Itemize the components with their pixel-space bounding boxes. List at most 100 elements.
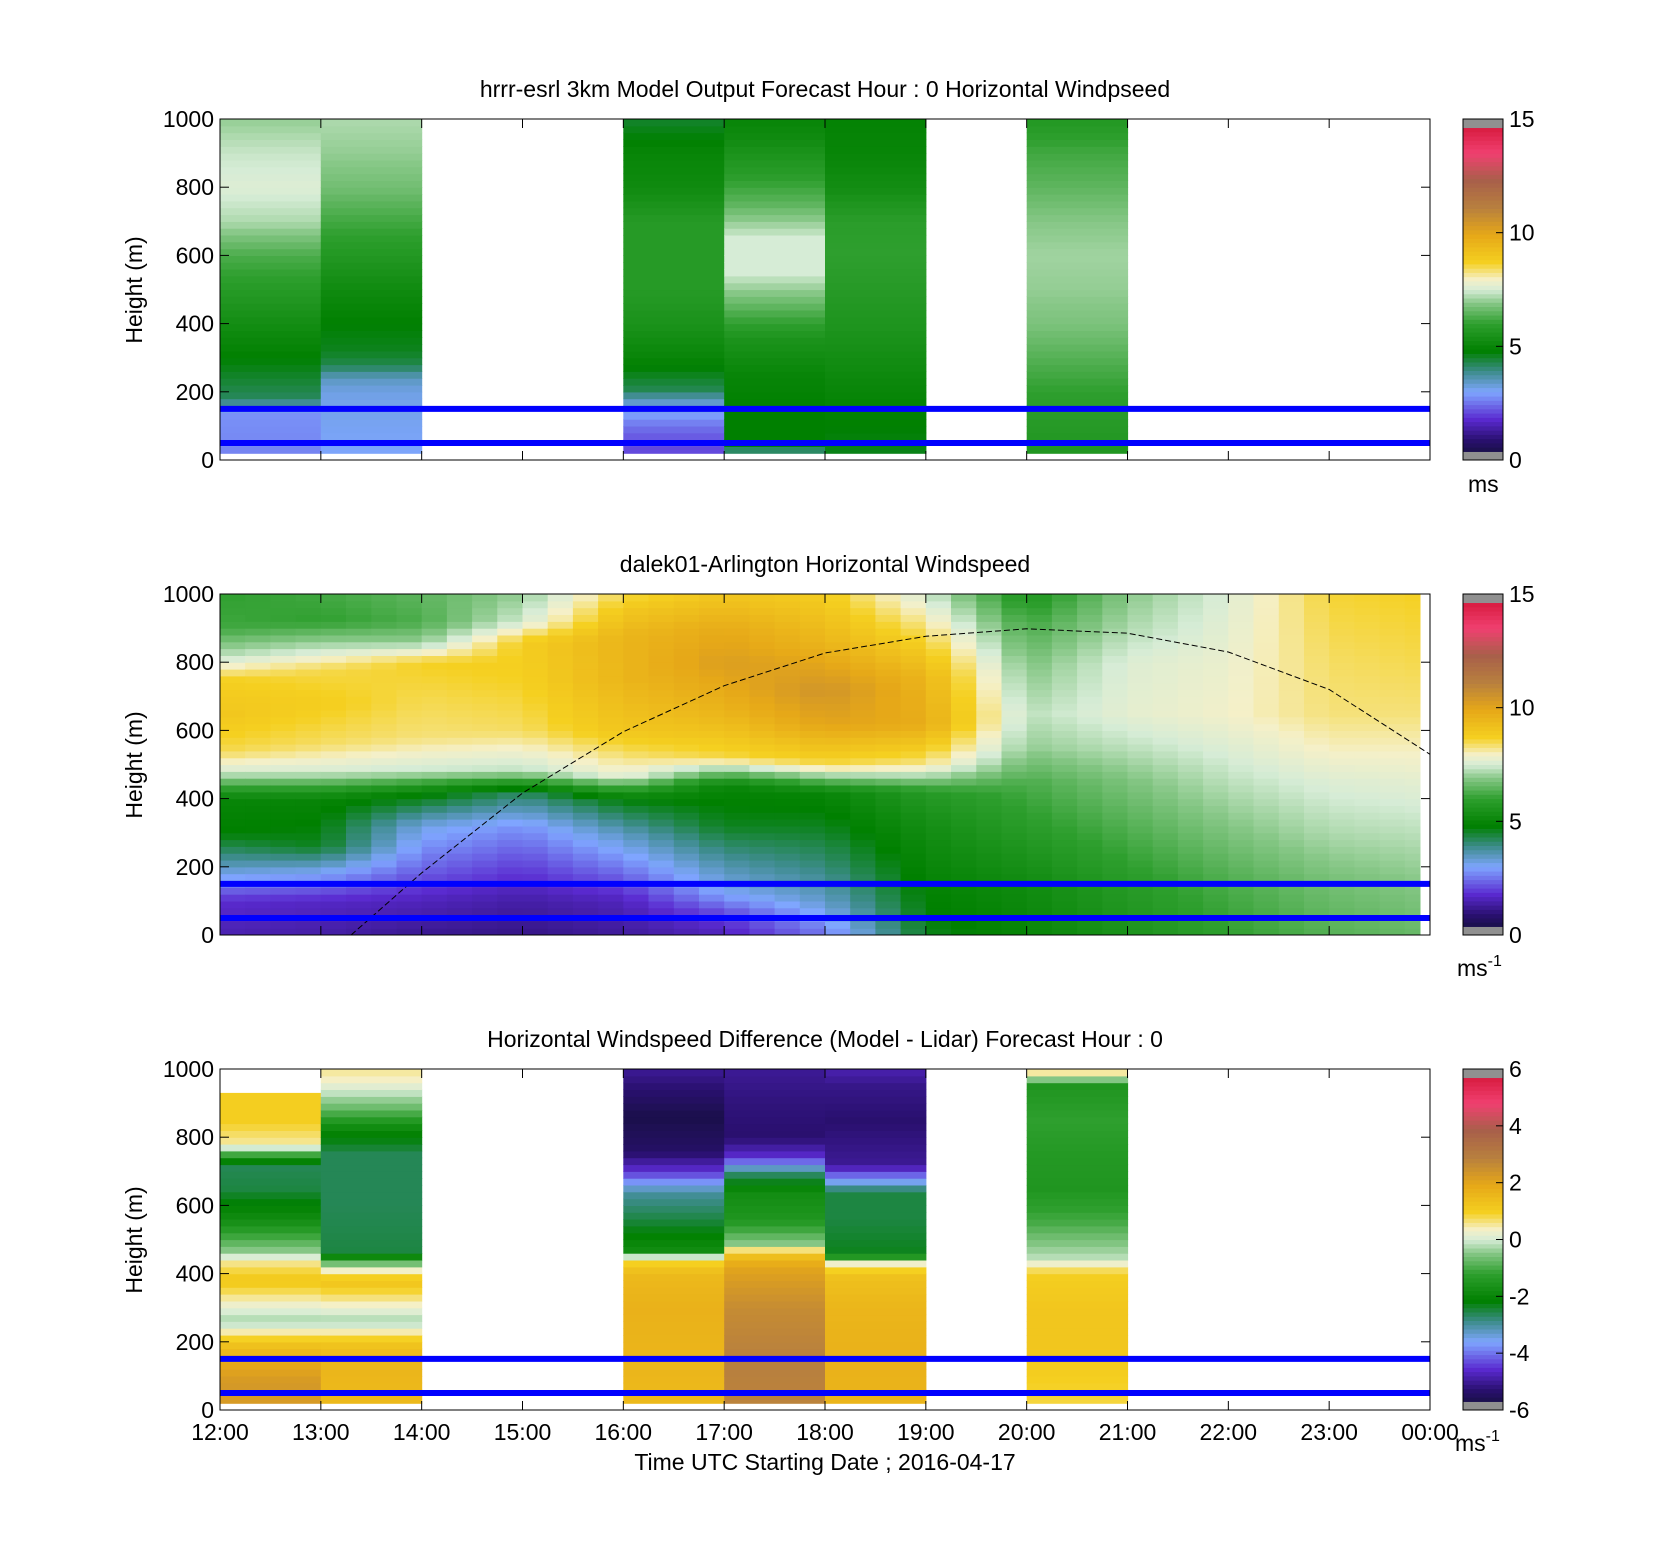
heatmap-cell [724, 275, 826, 284]
heatmap-cell [825, 641, 851, 650]
heatmap-cell [1379, 614, 1406, 622]
heatmap-cell [1404, 662, 1421, 670]
heatmap-cell [320, 669, 347, 677]
heatmap-cell [850, 798, 876, 806]
heatmap-cell [1102, 785, 1129, 793]
heatmap-cell [1051, 621, 1078, 629]
heatmap-cell [724, 1069, 826, 1077]
heatmap-cell [1001, 839, 1028, 847]
heatmap-cell [1051, 832, 1078, 841]
heatmap-cell [371, 839, 398, 847]
heatmap-cell [976, 825, 1003, 834]
colorbar-swatch [1463, 922, 1503, 927]
colorbar-swatch [1463, 327, 1503, 333]
colorbar-swatch [1463, 404, 1503, 410]
colorbar-swatch [1463, 666, 1503, 672]
heatmap-cell [522, 709, 549, 718]
heatmap-cell [245, 730, 271, 738]
heatmap-cell [346, 730, 372, 738]
heatmap-cell [673, 669, 700, 677]
heatmap-cell [1051, 662, 1078, 670]
heatmap-cell [875, 689, 902, 697]
heatmap-cell [295, 894, 322, 902]
heatmap-cell [1253, 928, 1280, 935]
colorbar-tick-label: 4 [1509, 1113, 1522, 1139]
x-tick-label: 15:00 [494, 1419, 552, 1445]
heatmap-cell [951, 805, 977, 813]
heatmap-cell [1228, 846, 1255, 854]
heatmap-cell [951, 723, 977, 731]
heatmap-cell [1203, 709, 1229, 718]
heatmap-cell [825, 350, 927, 359]
heatmap-cell [825, 730, 851, 738]
heatmap-cell [1177, 853, 1204, 861]
heatmap-cell [472, 928, 498, 935]
heatmap-cell [951, 819, 977, 827]
colorbar-swatch [1463, 187, 1503, 192]
heatmap-cell [1152, 839, 1179, 847]
heatmap-cell [648, 771, 675, 779]
heatmap-cell [220, 1328, 322, 1336]
colorbar-swatch [1463, 883, 1503, 889]
heatmap-cell [1253, 846, 1280, 854]
heatmap-cell [623, 132, 725, 140]
heatmap-cell [220, 1300, 322, 1309]
heatmap-cell [951, 812, 977, 820]
heatmap-cell [270, 860, 297, 868]
heatmap-cell [1354, 771, 1381, 779]
heatmap-cell [724, 323, 826, 331]
heatmap-cell [320, 337, 423, 345]
heatmap-cell [799, 655, 826, 663]
heatmap-cell [850, 907, 876, 916]
colorbar-swatch [1463, 709, 1503, 714]
heatmap-cell [724, 391, 826, 400]
heatmap-cell [749, 662, 776, 670]
heatmap-cell [1077, 655, 1103, 663]
heatmap-cell [1177, 928, 1204, 935]
heatmap-cell [1177, 894, 1204, 902]
heatmap-cell [623, 303, 725, 311]
heatmap-cell [1404, 628, 1421, 636]
heatmap-cell [572, 662, 599, 670]
heatmap-cell [1077, 750, 1103, 759]
heatmap-cell [320, 296, 423, 304]
heatmap-cell [220, 385, 322, 393]
heatmap-cell [1228, 778, 1255, 786]
heatmap-cell [1177, 621, 1204, 629]
heatmap-cell [547, 832, 574, 841]
heatmap-cell [497, 621, 524, 629]
heatmap-cell [371, 791, 398, 800]
heatmap-cell [1203, 730, 1229, 738]
heatmap-cell [724, 357, 826, 366]
heatmap-cell [1203, 614, 1229, 622]
heatmap-cell [724, 1130, 826, 1138]
heatmap-cell [648, 819, 675, 827]
heatmap-cell [749, 757, 776, 766]
heatmap-cell [320, 1300, 423, 1309]
y-tick-label: 800 [176, 649, 214, 675]
heatmap-cell [925, 703, 952, 711]
x-tick-label: 14:00 [393, 1419, 451, 1445]
heatmap-cell [245, 641, 271, 650]
heatmap-cell [220, 1335, 322, 1343]
heatmap-cell [1152, 641, 1179, 650]
heatmap-cell [749, 798, 776, 806]
heatmap-cell [1026, 798, 1053, 806]
heatmap-cell [1152, 791, 1179, 800]
heatmap-cell [724, 900, 750, 909]
heatmap-cell [623, 1382, 725, 1391]
heatmap-cell [421, 737, 448, 745]
heatmap-cell [497, 846, 524, 854]
heatmap-cell [1203, 764, 1229, 772]
heatmap-cell [623, 391, 725, 400]
heatmap-cell [371, 621, 398, 629]
heatmap-cell [875, 921, 902, 929]
heatmap-cell [1304, 716, 1330, 725]
heatmap-cell [220, 378, 322, 386]
colorbar-swatch [1463, 1286, 1503, 1292]
heatmap-cell [673, 709, 700, 718]
heatmap-cell [976, 696, 1003, 704]
heatmap-cell [295, 744, 322, 752]
heatmap-cell [1329, 832, 1355, 841]
heatmap-cell [951, 907, 977, 916]
